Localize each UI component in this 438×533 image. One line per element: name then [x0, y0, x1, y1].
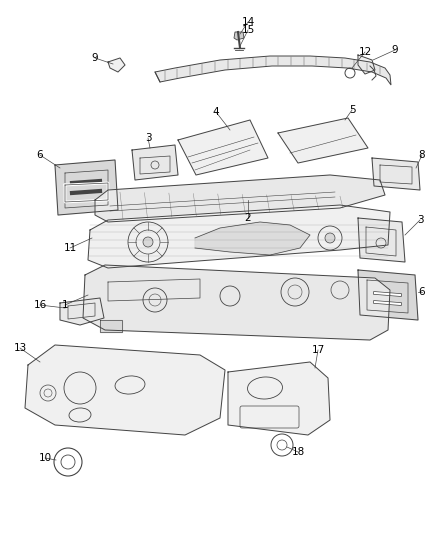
- Polygon shape: [358, 55, 375, 74]
- Polygon shape: [95, 175, 385, 222]
- Polygon shape: [55, 160, 118, 215]
- Polygon shape: [358, 270, 418, 320]
- Text: 13: 13: [14, 343, 27, 353]
- Circle shape: [325, 233, 335, 243]
- Text: 3: 3: [145, 133, 151, 143]
- Circle shape: [143, 237, 153, 247]
- Text: 18: 18: [291, 447, 304, 457]
- Text: 8: 8: [419, 150, 425, 160]
- Text: 4: 4: [213, 107, 219, 117]
- Polygon shape: [60, 298, 104, 325]
- Circle shape: [271, 434, 293, 456]
- Polygon shape: [372, 158, 420, 190]
- Polygon shape: [88, 205, 390, 268]
- Text: 14: 14: [241, 17, 254, 27]
- Text: 6: 6: [419, 287, 425, 297]
- Text: 11: 11: [64, 243, 77, 253]
- Text: 5: 5: [349, 105, 355, 115]
- Polygon shape: [108, 58, 125, 72]
- Text: 3: 3: [417, 215, 423, 225]
- Polygon shape: [234, 32, 244, 40]
- Text: 9: 9: [392, 45, 398, 55]
- Text: 9: 9: [92, 53, 98, 63]
- Polygon shape: [195, 222, 310, 255]
- Polygon shape: [100, 320, 122, 332]
- Text: 1: 1: [62, 300, 68, 310]
- Polygon shape: [228, 362, 330, 435]
- Text: 6: 6: [37, 150, 43, 160]
- Text: 15: 15: [241, 25, 254, 35]
- Polygon shape: [155, 56, 391, 85]
- Text: 10: 10: [39, 453, 52, 463]
- Polygon shape: [83, 265, 390, 340]
- Polygon shape: [178, 120, 268, 175]
- Text: 16: 16: [33, 300, 46, 310]
- Circle shape: [54, 448, 82, 476]
- Text: 12: 12: [358, 47, 371, 57]
- Text: 2: 2: [245, 213, 251, 223]
- Polygon shape: [358, 218, 405, 262]
- Text: 17: 17: [311, 345, 325, 355]
- Polygon shape: [25, 345, 225, 435]
- Polygon shape: [278, 118, 368, 163]
- Polygon shape: [132, 145, 178, 180]
